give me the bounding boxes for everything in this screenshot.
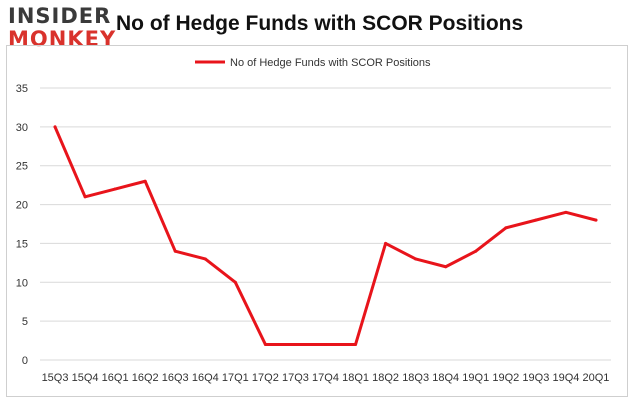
logo-text-bottom: MONKEY <box>8 27 117 51</box>
data-point <box>263 342 267 346</box>
x-tick-label: 19Q2 <box>492 372 519 384</box>
x-tick-label: 17Q1 <box>222 372 249 384</box>
x-tick-label: 18Q2 <box>372 372 399 384</box>
data-point <box>444 265 448 269</box>
x-tick-label: 17Q2 <box>252 372 279 384</box>
data-point <box>504 226 508 230</box>
data-point <box>113 187 117 191</box>
data-point <box>324 342 327 346</box>
chart-title: No of Hedge Funds with SCOR Positions <box>116 12 524 35</box>
x-tick-label: 17Q4 <box>312 372 339 384</box>
data-point <box>173 249 177 253</box>
y-tick-label: 30 <box>16 122 28 134</box>
x-tick-label: 19Q1 <box>462 372 489 384</box>
y-tick-label: 0 <box>22 355 28 367</box>
x-tick-label: 16Q2 <box>132 372 159 384</box>
x-tick-label: 18Q3 <box>402 372 429 384</box>
x-tick-label: 17Q3 <box>282 372 309 384</box>
data-point <box>354 342 358 346</box>
x-tick-label: 19Q3 <box>522 372 549 384</box>
x-tick-label: 15Q3 <box>42 372 69 384</box>
x-tick-label: 16Q1 <box>102 372 129 384</box>
x-tick-label: 20Q1 <box>583 372 610 384</box>
data-point <box>534 218 538 222</box>
x-tick-label: 15Q4 <box>72 372 99 384</box>
insider-monkey-logo: INSIDER MONKEY <box>8 4 117 51</box>
y-tick-label: 10 <box>16 277 28 289</box>
y-tick-label: 5 <box>22 316 28 328</box>
data-point <box>203 257 207 261</box>
data-point <box>414 257 418 261</box>
data-point <box>233 280 237 284</box>
data-point <box>293 342 297 346</box>
y-tick-label: 20 <box>16 200 28 212</box>
data-point <box>143 179 147 183</box>
legend-label: No of Hedge Funds with SCOR Positions <box>230 57 431 69</box>
x-tick-label: 16Q4 <box>192 372 219 384</box>
y-tick-label: 15 <box>16 238 28 250</box>
data-point <box>83 195 87 199</box>
logo-text-top: INSIDER <box>8 4 112 28</box>
data-point <box>474 249 478 253</box>
data-point <box>384 241 388 245</box>
x-tick-label: 18Q4 <box>432 372 459 384</box>
x-tick-label: 19Q4 <box>552 372 579 384</box>
y-tick-label: 25 <box>16 161 28 173</box>
data-point <box>564 210 568 214</box>
x-tick-label: 16Q3 <box>162 372 189 384</box>
y-tick-label: 35 <box>16 83 28 95</box>
chart-frame <box>6 45 628 397</box>
data-point <box>594 218 598 222</box>
series-line <box>53 125 598 346</box>
x-tick-label: 18Q1 <box>342 372 369 384</box>
data-point <box>53 125 57 129</box>
